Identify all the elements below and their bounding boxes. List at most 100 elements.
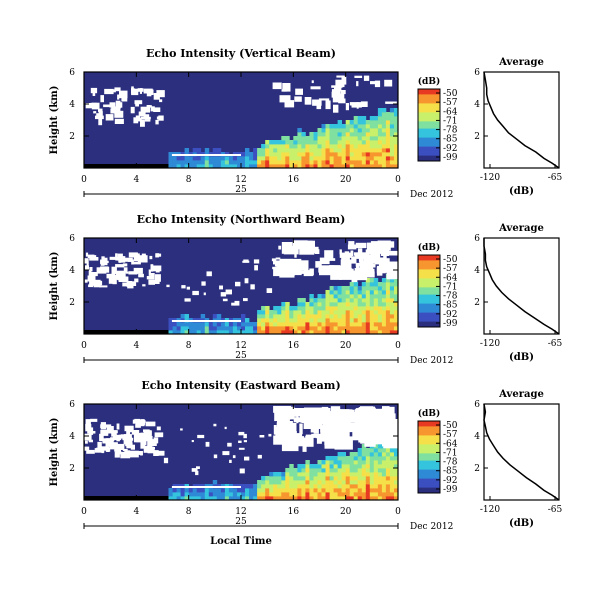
heatmap-cell	[253, 152, 258, 157]
heatmap-cell	[168, 164, 173, 169]
average-title: Average	[498, 223, 544, 234]
heatmap-cell	[313, 492, 318, 497]
heatmap-cell	[389, 318, 395, 323]
colorbar-segment	[418, 462, 440, 465]
x-tick-label: 0	[81, 507, 87, 517]
heatmap-cell	[394, 322, 399, 327]
heatmap-cell	[192, 488, 198, 493]
no-data-cell	[243, 440, 247, 443]
heatmap-cell	[289, 140, 294, 145]
no-data-cell	[375, 242, 386, 246]
heatmap-cell	[349, 496, 355, 501]
no-data-cell	[131, 88, 139, 96]
heatmap-cell	[124, 164, 129, 169]
heatmap-cell	[349, 488, 355, 493]
heatmap-cell	[208, 326, 214, 331]
heatmap-cell	[389, 496, 395, 501]
heatmap-cell	[184, 488, 189, 493]
heatmap-cell	[337, 456, 342, 461]
heatmap-cell	[381, 164, 387, 169]
heatmap-cell	[365, 164, 371, 169]
heatmap-cell	[329, 460, 334, 465]
heatmap-cell	[261, 152, 266, 157]
heatmap-cell	[369, 120, 375, 125]
heatmap-cell	[365, 330, 371, 335]
no-data-cell	[114, 118, 124, 124]
heatmap-cell	[245, 484, 250, 489]
heatmap-cell	[321, 302, 326, 307]
colorbar-segment	[418, 442, 440, 445]
no-data-cell	[140, 451, 143, 456]
heatmap-cell	[128, 330, 133, 335]
heatmap-cell	[277, 160, 282, 165]
heatmap-cell	[293, 164, 298, 169]
heatmap-cell	[309, 298, 314, 303]
colorbar-segment	[418, 255, 440, 258]
heatmap-cell	[349, 480, 355, 485]
heatmap-cell	[361, 120, 367, 125]
heatmap-cell	[313, 480, 318, 485]
no-data-cell	[85, 424, 92, 430]
no-data-cell	[102, 257, 108, 266]
y-tick-label: 2	[69, 298, 75, 308]
heatmap-cell	[188, 160, 194, 165]
heatmap-cell	[293, 488, 298, 493]
heatmap-cell	[385, 298, 391, 303]
heatmap-cell	[369, 480, 375, 485]
heatmap-cell	[365, 278, 371, 283]
colorbar-segment	[418, 103, 440, 106]
heatmap-cell	[369, 472, 375, 477]
heatmap-cell	[196, 156, 202, 161]
heatmap-cell	[281, 318, 286, 323]
heatmap-cell	[104, 330, 109, 335]
no-data-cell	[130, 444, 135, 450]
heatmap-cell	[349, 298, 355, 303]
heatmap-cell	[176, 322, 181, 327]
no-data-cell	[148, 279, 155, 285]
heatmap-cell	[333, 464, 338, 469]
heatmap-cell	[337, 318, 342, 323]
heatmap-cell	[381, 460, 387, 465]
y-tick-label: 2	[69, 132, 75, 142]
heatmap-cell	[285, 318, 290, 323]
colorbar-segment	[418, 152, 440, 155]
colorbar-segment	[418, 307, 440, 310]
colorbar-segment	[418, 150, 440, 153]
heatmap-cell	[353, 164, 359, 169]
no-data-cell	[131, 430, 140, 435]
heatmap-cell	[281, 164, 286, 169]
heatmap-cell	[341, 290, 346, 295]
no-data-cell	[113, 430, 117, 436]
no-data-cell	[312, 99, 322, 106]
no-data-cell	[294, 252, 297, 258]
heatmap-cell	[253, 488, 258, 493]
heatmap-cell	[389, 306, 395, 311]
colorbar-segment	[418, 105, 440, 108]
no-data-cell	[238, 431, 245, 436]
heatmap-cell	[212, 492, 218, 497]
heatmap-cell	[249, 492, 254, 497]
heatmap-cell	[289, 472, 294, 477]
heatmap-cell	[261, 314, 266, 319]
no-data-cell	[121, 434, 130, 437]
heatmap-cell	[321, 124, 326, 129]
no-data-cell	[369, 418, 373, 430]
no-data-cell	[146, 105, 150, 111]
heatmap-cell	[104, 496, 109, 501]
heatmap-cell	[293, 310, 298, 315]
heatmap-cell	[168, 326, 173, 331]
heatmap-cell	[325, 128, 330, 133]
heatmap-cell	[265, 492, 270, 497]
colorbar-segment	[418, 305, 440, 308]
heatmap-cell	[265, 156, 270, 161]
heatmap-cell	[317, 302, 322, 307]
heatmap-cell	[329, 148, 334, 153]
heatmap-cell	[349, 472, 355, 477]
average-x-label: (dB)	[509, 352, 534, 363]
heatmap-cell	[92, 330, 97, 335]
heatmap-cell	[369, 278, 375, 283]
colorbar-segment	[418, 146, 440, 149]
no-data-cell	[114, 451, 120, 458]
heatmap-cell	[381, 492, 387, 497]
heatmap-cell	[333, 456, 338, 461]
